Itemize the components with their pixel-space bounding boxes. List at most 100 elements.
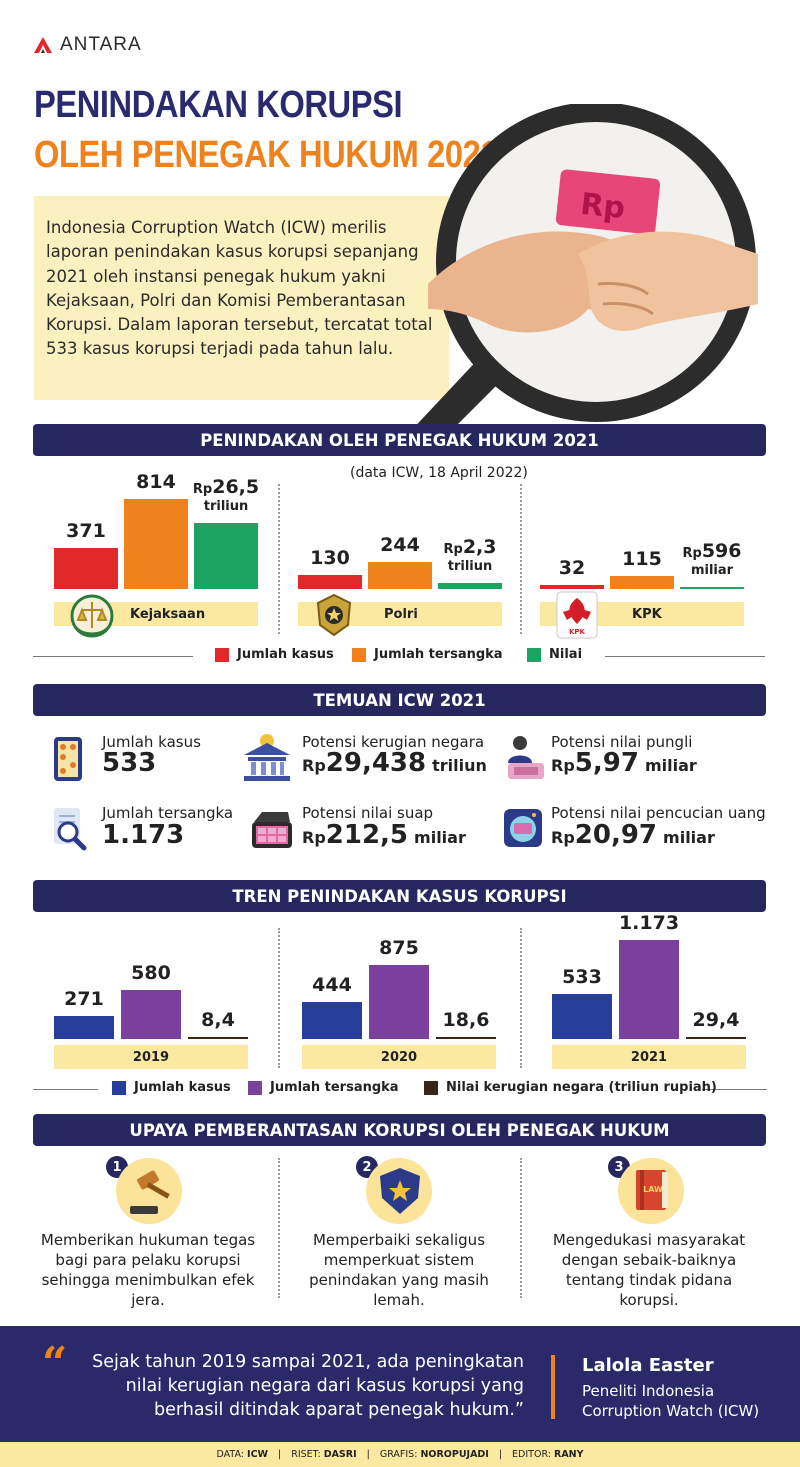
currency-label: Rp: [551, 828, 575, 847]
stat-value: Rp20,97 miliar: [551, 820, 715, 850]
page-title-line1: PENINDAKAN KORUPSI: [34, 84, 403, 126]
bar-nilai: [438, 583, 502, 589]
stat-value: 533: [102, 748, 156, 778]
legend-label: Nilai kerugian negara (triliun rupiah): [446, 1080, 717, 1095]
currency-label: Rp: [192, 482, 213, 497]
bar-nilai-kerugian: [436, 1037, 496, 1039]
bar-value-label: 580: [131, 962, 171, 985]
value-number: 596: [701, 540, 742, 562]
section-title-upaya: UPAYA PEMBERANTASAN KORUPSI OLEH PENEGAK…: [129, 1120, 670, 1140]
section-title-temuan: TEMUAN ICW 2021: [313, 690, 486, 710]
divider: [520, 484, 522, 634]
bar-nilai-kerugian: [188, 1037, 248, 1039]
bar-jumlah-kasus: [540, 585, 604, 589]
bar-jumlah-tersangka: [369, 965, 429, 1039]
currency-label: Rp: [302, 756, 326, 775]
legend-jumlah-kasus: Jumlah kasus: [215, 647, 334, 662]
credit-key: GRAFIS:: [379, 1449, 418, 1460]
antara-logo-icon: [34, 37, 52, 53]
police-badge-icon: [380, 1168, 420, 1214]
value-number: 533: [102, 748, 157, 778]
credit-grafis: GRAFIS: NOROPUJADI: [380, 1449, 489, 1460]
legend-jumlah-tersangka-tren: Jumlah tersangka: [248, 1080, 399, 1095]
quote-text: Sejak tahun 2019 sampai 2021, ada pening…: [92, 1352, 524, 1420]
year-text: 2020: [380, 1049, 418, 1065]
credit-riset: RISET: DASRI: [291, 1449, 356, 1460]
legend-line: [605, 656, 765, 657]
kpk-emblem-icon: KPK: [556, 591, 598, 639]
credit-key: DATA:: [216, 1449, 245, 1460]
year-label-2020: 2020: [302, 1045, 496, 1069]
stat-value: Rp29,438 triliun: [302, 748, 487, 778]
value-number: 212,5: [325, 820, 409, 850]
unit-label: triliun: [432, 756, 487, 775]
legend-swatch: [248, 1080, 262, 1095]
quote-band: [0, 1326, 800, 1442]
currency-label: Rp: [551, 756, 575, 775]
legend-jumlah-tersangka: Jumlah tersangka: [352, 647, 503, 662]
legend-label: Jumlah kasus: [134, 1080, 231, 1095]
stat-label: Potensi nilai pencucian uang: [551, 804, 766, 822]
currency-label: Rp: [443, 542, 463, 558]
value-number: 29,438: [325, 748, 427, 778]
divider: [278, 484, 280, 634]
data-source-note: (data ICW, 18 April 2022): [350, 465, 528, 481]
money-briefcase-icon: [252, 812, 292, 848]
stat-label: Potensi nilai pungli: [551, 733, 693, 751]
antara-logo-text: ANTARA: [60, 34, 142, 55]
money-laundering-icon: [504, 809, 542, 847]
bar-value-label: 444: [312, 973, 352, 996]
bar-jumlah-kasus: [302, 1001, 362, 1039]
section-bar-tren: TREN PENINDAKAN KASUS KORUPSI: [33, 880, 766, 912]
legend-label: Jumlah tersangka: [374, 647, 503, 662]
bar-nilai: [680, 587, 744, 589]
divider: [278, 1158, 280, 1298]
credit-editor: EDITOR: RANY: [512, 1449, 583, 1460]
credit-value: ICW: [247, 1449, 269, 1460]
magnifier-handle: [408, 354, 508, 444]
section-title-tren: TREN PENINDAKAN KASUS KORUPSI: [232, 886, 567, 906]
bar-nilai-kerugian: [686, 1037, 746, 1039]
legend-nilai: Nilai: [527, 647, 582, 662]
value-number: 20,97: [574, 820, 658, 850]
upaya-text-3: Mengedukasi masyarakat dengan sebaik-bai…: [552, 1231, 746, 1309]
bill-text: Rp: [579, 187, 627, 226]
agency-name: Polri: [384, 606, 418, 622]
stat-value: Rp5,97 miliar: [551, 748, 697, 778]
section-bar-temuan: TEMUAN ICW 2021: [33, 684, 766, 716]
legend-nilai-kerugian: Nilai kerugian negara (triliun rupiah): [424, 1080, 717, 1095]
bar-value-label: 8,4: [201, 1009, 235, 1031]
extortion-icon: [508, 736, 544, 779]
law-book-label: LAW: [643, 1185, 663, 1194]
kejaksaan-emblem-icon: [70, 594, 114, 638]
legend-line: [702, 1089, 767, 1090]
divider: [520, 1158, 522, 1298]
credit-value: DASRI: [323, 1449, 357, 1460]
legend-label: Jumlah tersangka: [270, 1080, 399, 1095]
legend-swatch: [424, 1080, 438, 1095]
unit-label: triliun: [447, 559, 493, 575]
bar-jumlah-tersangka: [121, 990, 181, 1039]
legend-swatch: [352, 647, 366, 662]
unit-label: miliar: [663, 828, 715, 847]
svg-text:KPK: KPK: [569, 628, 586, 636]
stat-value: 1.173: [102, 820, 184, 850]
legend-label: Nilai: [549, 647, 583, 662]
bar-value-label: Rp2,3 triliun: [430, 537, 510, 574]
intro-box: [34, 196, 449, 400]
bar-value-label: 1.173: [618, 912, 680, 934]
legend-swatch: [527, 647, 541, 662]
upaya-text-2: Memperbaiki sekaligus memperkuat sistem …: [309, 1231, 489, 1309]
upaya-text-1: Memberikan hukuman tegas bagi para pelak…: [40, 1231, 256, 1309]
quote-separator: [551, 1355, 555, 1419]
credit-value: RANY: [554, 1449, 584, 1460]
bar-value-label: 18,6: [442, 1009, 490, 1031]
chart-penindakan: 371 814 Rp26,5 triliun Kejaksaan 130 244 Rp2,3 t…: [0, 460, 800, 675]
divider: [520, 928, 522, 1068]
legend-swatch: [112, 1080, 126, 1095]
section-bar-upaya: UPAYA PEMBERANTASAN KORUPSI OLEH PENEGAK…: [33, 1114, 766, 1146]
value-number: 5,97: [574, 748, 639, 778]
bar-value-label: 130: [310, 546, 350, 569]
credit-separator: |: [366, 1449, 370, 1460]
credit-value: NOROPUJADI: [420, 1449, 489, 1460]
